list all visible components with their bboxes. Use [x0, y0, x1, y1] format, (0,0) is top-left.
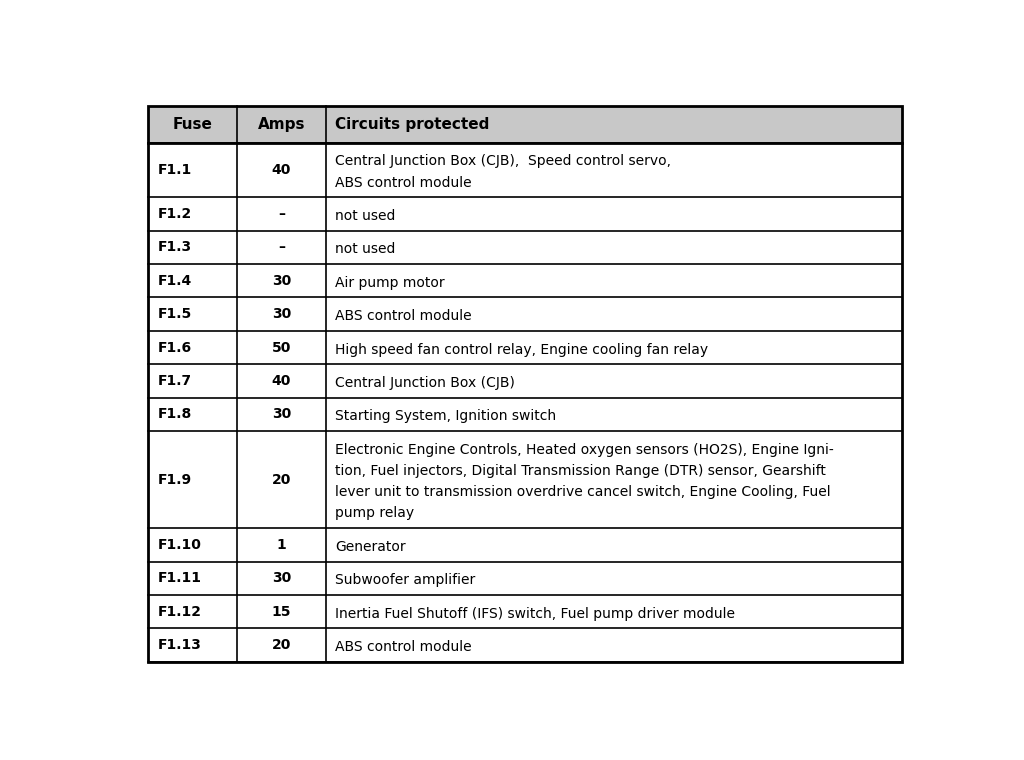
Bar: [147, 595, 902, 629]
Text: Subwoofer amplifier: Subwoofer amplifier: [335, 573, 475, 587]
Text: 20: 20: [271, 473, 291, 486]
Text: Generator: Generator: [335, 540, 406, 554]
Text: not used: not used: [335, 242, 395, 256]
Text: F1.12: F1.12: [158, 605, 202, 619]
Text: F1.4: F1.4: [158, 274, 191, 288]
Text: ABS control module: ABS control module: [335, 309, 472, 323]
Text: Starting System, Ignition switch: Starting System, Ignition switch: [335, 410, 556, 423]
Bar: [147, 528, 902, 562]
Text: ABS control module: ABS control module: [335, 640, 472, 654]
Bar: [147, 230, 902, 264]
Text: Air pump motor: Air pump motor: [335, 276, 444, 290]
Text: Central Junction Box (CJB): Central Junction Box (CJB): [335, 376, 515, 390]
Text: F1.13: F1.13: [158, 638, 202, 652]
Text: –: –: [278, 207, 285, 221]
Text: 30: 30: [271, 407, 291, 421]
Text: High speed fan control relay, Engine cooling fan relay: High speed fan control relay, Engine coo…: [335, 343, 709, 356]
Text: F1.10: F1.10: [158, 538, 202, 552]
Text: Electronic Engine Controls, Heated oxygen sensors (HO2S), Engine Igni-: Electronic Engine Controls, Heated oxyge…: [335, 443, 834, 457]
Text: 40: 40: [271, 163, 291, 177]
Text: tion, Fuel injectors, Digital Transmission Range (DTR) sensor, Gearshift: tion, Fuel injectors, Digital Transmissi…: [335, 464, 826, 478]
Text: F1.1: F1.1: [158, 163, 191, 177]
Text: Circuits protected: Circuits protected: [335, 117, 489, 131]
Text: F1.2: F1.2: [158, 207, 191, 221]
Text: 1: 1: [276, 538, 286, 552]
Text: pump relay: pump relay: [335, 506, 415, 521]
Text: not used: not used: [335, 209, 395, 223]
Bar: [147, 198, 902, 230]
Text: 50: 50: [271, 340, 291, 354]
Bar: [147, 106, 902, 143]
Bar: [147, 562, 902, 595]
Bar: [147, 297, 902, 331]
Bar: [147, 331, 902, 364]
Text: 30: 30: [271, 307, 291, 321]
Bar: [147, 143, 902, 198]
Text: F1.3: F1.3: [158, 240, 191, 255]
Bar: [147, 431, 902, 528]
Bar: [147, 264, 902, 297]
Text: F1.8: F1.8: [158, 407, 191, 421]
Text: Amps: Amps: [257, 117, 305, 131]
Text: Central Junction Box (CJB),  Speed control servo,: Central Junction Box (CJB), Speed contro…: [335, 154, 672, 168]
Text: Fuse: Fuse: [172, 117, 212, 131]
Text: 15: 15: [271, 605, 291, 619]
Bar: [147, 629, 902, 662]
Text: F1.6: F1.6: [158, 340, 191, 354]
Text: –: –: [278, 240, 285, 255]
Text: Inertia Fuel Shutoff (IFS) switch, Fuel pump driver module: Inertia Fuel Shutoff (IFS) switch, Fuel …: [335, 606, 735, 621]
Text: 20: 20: [271, 638, 291, 652]
Bar: [147, 364, 902, 397]
Text: F1.9: F1.9: [158, 473, 191, 486]
Text: ABS control module: ABS control module: [335, 176, 472, 189]
Text: F1.11: F1.11: [158, 572, 202, 585]
Text: lever unit to transmission overdrive cancel switch, Engine Cooling, Fuel: lever unit to transmission overdrive can…: [335, 485, 830, 499]
Text: 40: 40: [271, 374, 291, 388]
Bar: [147, 397, 902, 431]
Text: F1.7: F1.7: [158, 374, 191, 388]
Text: 30: 30: [271, 572, 291, 585]
Text: F1.5: F1.5: [158, 307, 191, 321]
Text: 30: 30: [271, 274, 291, 288]
